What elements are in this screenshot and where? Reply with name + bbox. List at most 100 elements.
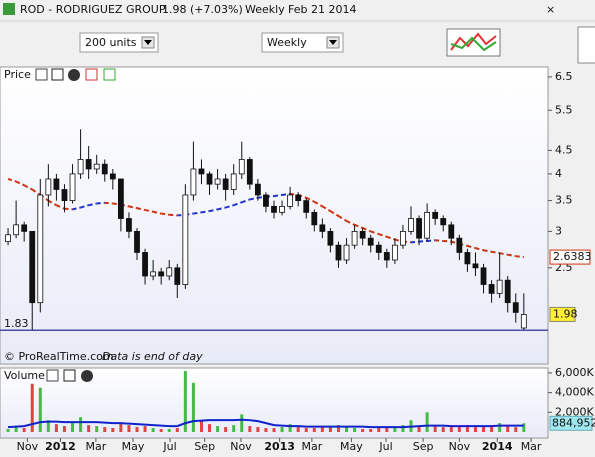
candle-body (190, 168, 197, 196)
indicators-button[interactable] (446, 28, 501, 57)
ma-segment (112, 202, 122, 206)
ma-segment (443, 239, 452, 243)
candle-body (246, 159, 253, 185)
volume-bar (522, 423, 526, 432)
candle-body (69, 173, 76, 201)
volume-bar (312, 428, 316, 432)
candle-body (432, 211, 439, 219)
volume-bar (473, 427, 477, 432)
candle-body (109, 173, 116, 180)
candle-body (295, 194, 302, 201)
app-icon (3, 3, 15, 15)
volume-bar (79, 417, 83, 432)
volume-bar (54, 424, 58, 432)
volume-bar (280, 427, 284, 432)
volume-bar (95, 426, 99, 432)
side-button[interactable] (577, 26, 595, 64)
candle-body (311, 211, 318, 226)
candle-body (343, 244, 350, 261)
ma-segment (467, 244, 476, 250)
ma-segment (289, 192, 299, 196)
ma-segment (15, 180, 25, 187)
volume-bar (175, 428, 179, 432)
volume-bar (71, 422, 75, 432)
ma-segment (491, 250, 500, 255)
volume-ma (7, 418, 524, 429)
ma-segment (47, 199, 57, 207)
x-tick-label: Jul (162, 440, 176, 453)
price-panel-tools[interactable] (35, 68, 116, 81)
close-button[interactable]: × (546, 3, 555, 16)
candle-body (150, 271, 157, 277)
candle-body (214, 178, 221, 185)
volume-bar (240, 414, 244, 432)
y-tick-label: 4.5 (555, 143, 573, 156)
candle-body (182, 194, 189, 285)
x-tick-label: Mar (301, 440, 322, 453)
candle-body (472, 263, 479, 269)
ma-segment (273, 193, 283, 198)
candle-body (456, 237, 463, 253)
y-tick-label: 3 (555, 224, 562, 237)
volume-bar (345, 427, 349, 432)
candle-body (166, 267, 173, 277)
candle-body (134, 230, 140, 253)
ma-segment (435, 239, 444, 242)
candle-body (335, 244, 342, 261)
candle-body (263, 194, 269, 207)
volume-bar (22, 428, 26, 432)
candle-body (61, 189, 68, 201)
period-select[interactable]: Weekly (261, 32, 344, 53)
candle-body (367, 237, 374, 246)
ma-segment (209, 208, 218, 213)
volume-bar (320, 427, 324, 432)
volume-bar (457, 426, 461, 432)
x-tick-label: Mar (86, 440, 107, 453)
ma-segment (354, 223, 364, 230)
volume-bar (377, 428, 381, 432)
volume-bar (288, 424, 292, 432)
volume-bar (183, 370, 187, 432)
volume-bar (304, 428, 308, 432)
x-tick-label: Nov (449, 440, 471, 453)
candle-body (440, 218, 447, 226)
volume-bar (38, 387, 42, 432)
volume-bar (248, 426, 252, 432)
ma-segment (217, 206, 226, 211)
ma-segment (72, 206, 81, 211)
ma-segment (281, 192, 291, 196)
volume-bar (449, 427, 453, 432)
units-select[interactable]: 200 units (79, 32, 159, 53)
candle-body (101, 163, 108, 175)
candle-body (29, 230, 36, 304)
ma-segment (475, 247, 484, 252)
ma-segment (451, 240, 460, 245)
volume-bar (361, 429, 365, 432)
volume-bar (208, 424, 212, 432)
y-tick-label: 5.5 (555, 103, 573, 116)
ma-segment (418, 239, 428, 243)
volume-bar (127, 425, 131, 432)
candle-body (512, 302, 519, 313)
volume-bar (498, 423, 502, 432)
ma-segment (249, 196, 259, 201)
ma-segment (427, 239, 436, 242)
candle-body (359, 230, 366, 239)
price-panel-title: Price (4, 68, 31, 81)
x-tick-label: Sep (194, 440, 215, 453)
candle-body (37, 194, 44, 304)
volume-panel-tools[interactable] (46, 369, 93, 382)
ma-segment (96, 201, 105, 205)
ma-segment (104, 201, 113, 205)
volume-bar (232, 425, 236, 432)
volume-bar (264, 428, 268, 432)
x-tick-label: Nov (17, 440, 39, 453)
candle-body (5, 234, 11, 243)
ma-segment (313, 200, 323, 208)
volume-bar (111, 428, 115, 432)
volume-bar (425, 412, 429, 432)
volume-bar (490, 425, 494, 432)
ma-segment (346, 220, 356, 226)
volume-panel-title: Volume (4, 369, 45, 382)
y-tick-label: 3.5 (555, 194, 573, 207)
